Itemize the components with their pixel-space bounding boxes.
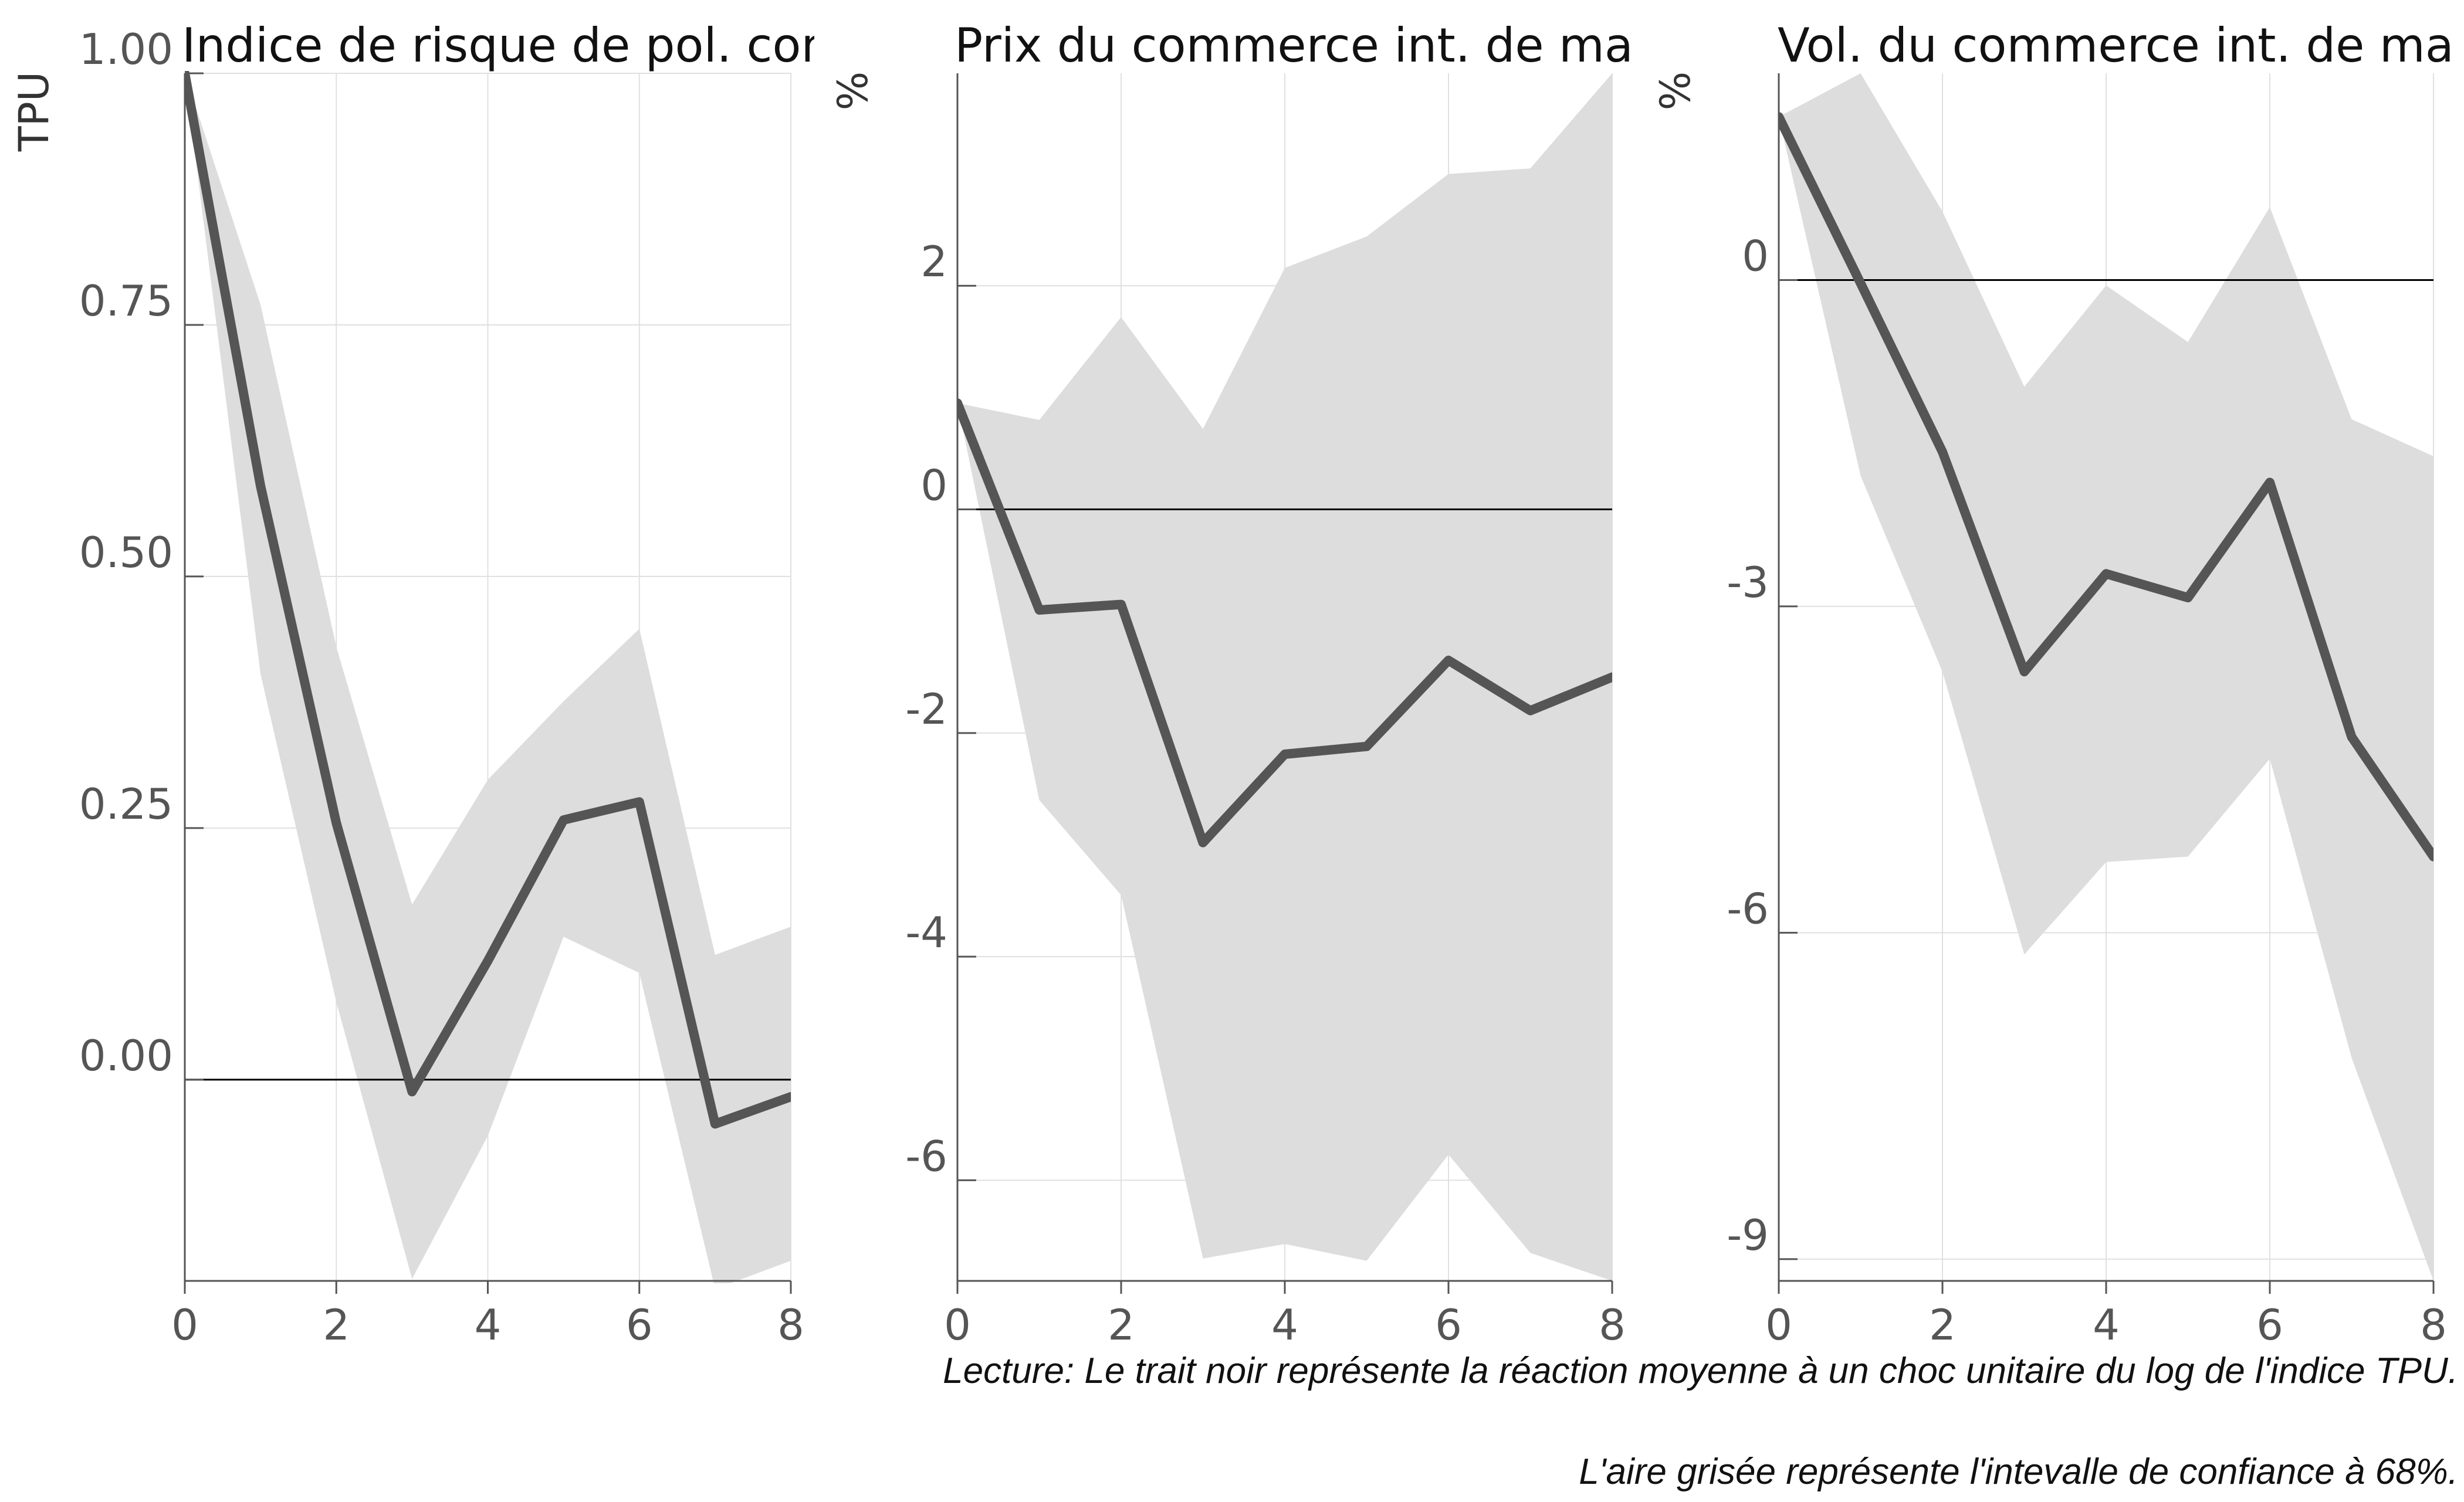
x-tick-label: 6: [2256, 1300, 2283, 1350]
y-tick-label: -3: [1727, 558, 1769, 607]
x-tick-label: 2: [323, 1300, 350, 1350]
y-tick-label: -6: [1727, 884, 1769, 933]
y-tick-label: -2: [905, 684, 947, 734]
x-tick-label: 4: [1271, 1300, 1298, 1350]
y-tick-label: -6: [905, 1131, 947, 1181]
y-tick-label: 0.25: [79, 779, 173, 829]
panel-1: 0 2 4 6 8 0.00 0.25 0.50 0.75 1.00 Indice de risqu…: [10, 18, 847, 1350]
caption-line-1: Lecture: Le trait noir représente la réa…: [943, 1351, 2458, 1391]
x-tick-label: 8: [1599, 1300, 1626, 1350]
confidence-band: [957, 73, 1612, 1281]
y-tick-label: 0: [920, 461, 947, 510]
panel-3: 0 2 4 6 8 -9 -6 -3 0 Vol. du commerce int. de mar…: [1651, 18, 2464, 1350]
confidence-band: [185, 73, 791, 1283]
chart-panels: 0 2 4 6 8 0.00 0.25 0.50 0.75 1.00 Indice de risqu…: [10, 18, 2464, 1350]
x-tick-label: 0: [1765, 1300, 1792, 1350]
x-tick-label: 8: [2420, 1300, 2447, 1350]
x-tick-label: 6: [626, 1300, 653, 1350]
x-tick-label: 0: [944, 1300, 971, 1350]
y-tick-label: -4: [905, 908, 947, 957]
chart-title: Indice de risque de pol. com: [182, 18, 847, 73]
y-tick-label: 1.00: [79, 25, 173, 74]
chart-title: Prix du commerce int. de mar: [955, 18, 1653, 73]
y-tick-label: 0.00: [79, 1031, 173, 1080]
x-tick-label: 6: [1435, 1300, 1462, 1350]
caption-line-2: L'aire grisée représente l'intevalle de …: [1579, 1452, 2458, 1492]
y-tick-label: 0.50: [79, 528, 173, 577]
panel-2: 0 2 4 6 8 -6 -4 -2 0 2 Prix du commerce int. de ma…: [829, 18, 1653, 1350]
x-tick-label: 8: [777, 1300, 804, 1350]
response-line: [1779, 112, 2433, 862]
y-tick-label: -9: [1727, 1211, 1769, 1260]
y-axis-label: %: [1651, 72, 1700, 111]
y-tick-label: 0.75: [79, 276, 173, 326]
response-line: [957, 398, 1612, 847]
x-tick-label: 0: [171, 1300, 198, 1350]
x-tick-label: 4: [2093, 1300, 2120, 1350]
chart-title: Vol. du commerce int. de marc: [1778, 18, 2464, 73]
x-tick-label: 2: [1108, 1300, 1135, 1350]
response-line: [185, 71, 791, 1129]
x-tick-label: 4: [475, 1300, 502, 1350]
y-axis-label: TPU: [10, 72, 58, 152]
x-tick-label: 2: [1929, 1300, 1956, 1350]
confidence-band: [1779, 73, 2433, 1281]
y-axis-label: %: [829, 72, 877, 111]
y-tick-label: 2: [920, 237, 947, 286]
y-tick-label: 0: [1742, 231, 1769, 280]
